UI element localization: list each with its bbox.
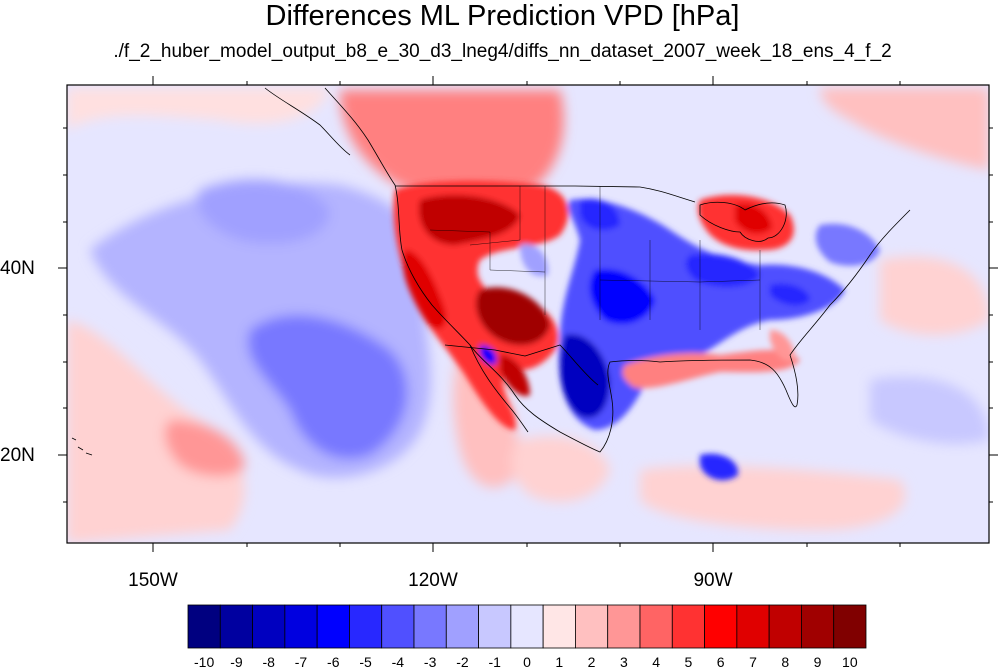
colorbar-swatch [445, 604, 479, 649]
pacific-negative-core [248, 315, 408, 459]
caribbean-positive [640, 465, 906, 530]
us-mexico-border [444, 344, 599, 386]
great-lakes-outline [699, 201, 787, 242]
axis-ticks [58, 76, 998, 552]
lake-michigan-core [735, 203, 772, 234]
colorbar-swatch [316, 604, 350, 649]
colorbar-swatch [607, 604, 641, 649]
colorbar-swatch [349, 604, 383, 649]
colorbar-swatch [252, 604, 286, 649]
figure-subtitle: ./f_2_huber_model_output_b8_e_30_d3_lneg… [113, 41, 892, 62]
colorbar-tick-label: -4 [391, 654, 405, 670]
lat-label-20n: 20N [0, 445, 35, 466]
colorbar-swatch [510, 604, 544, 649]
lon-label-120w: 120W [408, 570, 458, 591]
colorbar-tick-label: -9 [230, 654, 243, 670]
colorbar-swatch [671, 604, 705, 649]
canada-east-positive [820, 88, 989, 170]
colorbar-tick-label: 10 [842, 654, 858, 670]
colorbar-tick-label: 1 [555, 654, 564, 670]
colorbar-tick-label: 4 [652, 654, 661, 670]
sw-pacific-positive [67, 320, 245, 543]
colorbar-swatch [381, 604, 415, 649]
colorbar-swatch [478, 604, 512, 649]
us-west-core-2 [476, 287, 550, 345]
gulf-california-core [500, 355, 530, 396]
colorbar-swatch [768, 604, 802, 649]
colorbar-tick-label: -7 [294, 654, 308, 670]
colorbar-tick-label: -5 [359, 654, 372, 670]
colorbar-swatch [704, 604, 738, 649]
colorbar-tick-label: 5 [684, 654, 693, 670]
texas-core [559, 334, 610, 419]
colorbar-tick-label: -3 [423, 654, 437, 670]
baja-coast [469, 344, 529, 433]
colorbar-swatch [187, 604, 221, 649]
colorbar-tick-label: 0 [523, 654, 531, 670]
state-borders [429, 186, 761, 330]
midatlantic-core [770, 283, 810, 306]
bc-positive [340, 90, 564, 201]
nw-pacific-positive [67, 88, 330, 130]
lon-label-90w: 90W [693, 570, 733, 591]
colorbar-swatch [413, 604, 447, 649]
colorbar-swatch [219, 604, 253, 649]
colorbar-swatch [575, 604, 609, 649]
colorbar-tick-label: 9 [813, 654, 822, 670]
colorbar-tick-label: -10 [194, 654, 215, 670]
us-canada-border [395, 185, 696, 203]
colorbar-swatch [801, 604, 835, 649]
figure-title: Differences ML Prediction VPD [hPa] [265, 0, 740, 32]
map-frame [66, 84, 990, 544]
northeast-negative [815, 223, 880, 266]
north-america-coast [324, 87, 911, 453]
colorbar [187, 604, 867, 649]
colorbar-swatch [639, 604, 673, 649]
colorbar-swatch [284, 604, 318, 649]
atlantic-positive [880, 256, 989, 335]
lon-label-150w: 150W [128, 570, 178, 591]
field-detail-layer [393, 180, 880, 481]
gulf-negative [700, 453, 739, 481]
colorado-negative [520, 244, 549, 277]
field-smooth-layer [67, 88, 989, 543]
atlantic-negative [870, 376, 989, 444]
gulf-coast-positive [622, 350, 800, 389]
colorbar-tick-label: -1 [488, 654, 501, 670]
sw-pacific-positive-core [164, 420, 245, 477]
ohio-core [685, 253, 760, 287]
colorbar-tick-label: 8 [781, 654, 790, 670]
pacific-negative-north [197, 179, 330, 244]
mexico-positive [511, 436, 610, 502]
colorbar-tick-label: 7 [749, 654, 757, 670]
us-west-core-1 [419, 195, 520, 245]
colorbar-tick-label: -6 [327, 654, 340, 670]
colorbar-tick-label: 6 [716, 654, 725, 670]
colorbar-tick-label: -2 [456, 654, 469, 670]
colorbar-swatch [736, 604, 770, 649]
colorbar-swatch [542, 604, 576, 649]
hawaii-islands [71, 437, 93, 456]
colorbar-tick-label: 2 [587, 654, 596, 670]
florida-mixed [770, 330, 795, 362]
lat-label-40n: 40N [0, 258, 35, 279]
map-field [67, 85, 989, 543]
colorbar-tick-label: 3 [619, 654, 628, 670]
coastlines [71, 87, 911, 456]
plains-core [589, 269, 655, 324]
alaska-panhandle [264, 87, 351, 156]
colorbar-tick-label: -8 [262, 654, 275, 670]
colorbar-swatch [833, 604, 867, 649]
